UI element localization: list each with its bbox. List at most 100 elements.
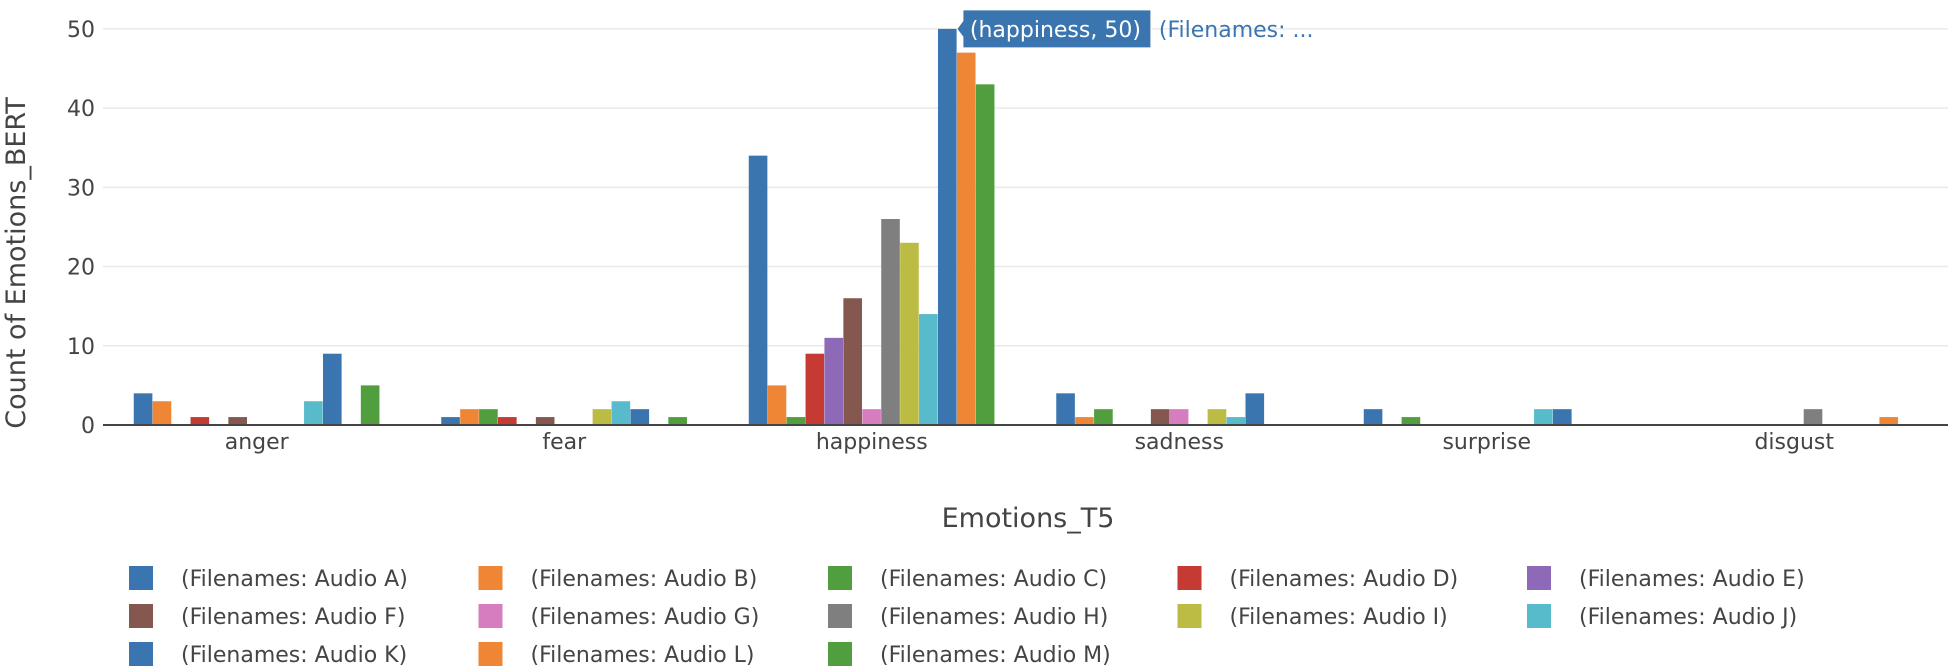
legend-item[interactable]: (Filenames: Audio E): [1527, 566, 1805, 592]
x-tick-label: disgust: [1754, 430, 1834, 455]
bar[interactable]: [630, 409, 650, 425]
bar[interactable]: [881, 219, 900, 425]
bar[interactable]: [1150, 409, 1170, 425]
legend-item[interactable]: (Filenames: Audio K): [129, 642, 407, 668]
legend-label: (Filenames: Audio A): [181, 567, 408, 592]
y-tick-label: 20: [67, 256, 95, 281]
legend-item[interactable]: (Filenames: Audio F): [129, 604, 405, 630]
y-tick-label: 50: [67, 18, 95, 43]
bar[interactable]: [919, 314, 938, 425]
legend-swatch: [129, 604, 153, 628]
y-axis-title: Count of Emotions_BERT: [1, 97, 32, 429]
bar[interactable]: [535, 417, 555, 425]
x-tick-label: anger: [225, 430, 290, 455]
x-axis-ticks: anger fear happiness sadness surprise disgust: [225, 430, 1835, 455]
legend-swatch: [478, 604, 503, 628]
bar[interactable]: [1075, 417, 1094, 425]
bar[interactable]: [611, 401, 631, 425]
bar[interactable]: [1207, 409, 1227, 425]
legend: (Filenames: Audio A) (Filenames: Audio B)…: [129, 566, 1805, 668]
hover-tooltip: (happiness, 50) (Filenames: ...: [956, 9, 1314, 49]
y-tick-label: 10: [67, 335, 95, 360]
legend-item[interactable]: (Filenames: Audio I): [1177, 604, 1448, 630]
bar[interactable]: [479, 409, 498, 425]
x-tick-label: happiness: [816, 430, 928, 455]
bar[interactable]: [975, 84, 995, 425]
x-axis-title: Emotions_T5: [942, 503, 1115, 534]
bar[interactable]: [1401, 417, 1421, 425]
legend-label: (Filenames: Audio I): [1230, 605, 1448, 630]
bar[interactable]: [786, 417, 806, 425]
y-tick-label: 0: [81, 414, 95, 439]
bar[interactable]: [1245, 393, 1265, 425]
bar[interactable]: [441, 417, 460, 425]
bar[interactable]: [748, 155, 768, 425]
legend-label: (Filenames: Audio H): [880, 605, 1108, 630]
bars: [133, 28, 1899, 426]
legend-item[interactable]: (Filenames: Audio H): [828, 604, 1108, 630]
x-tick-label: surprise: [1442, 430, 1531, 455]
legend-swatch: [1177, 604, 1202, 628]
bar[interactable]: [805, 353, 825, 425]
legend-label: (Filenames: Audio B): [531, 567, 758, 592]
legend-swatch: [129, 642, 153, 666]
legend-item[interactable]: (Filenames: Audio A): [129, 566, 408, 592]
bar[interactable]: [1169, 409, 1189, 425]
bar[interactable]: [1226, 417, 1246, 425]
legend-swatch: [1527, 604, 1551, 628]
legend-swatch: [478, 566, 503, 590]
bar[interactable]: [956, 52, 976, 426]
legend-item[interactable]: (Filenames: Audio J): [1527, 604, 1797, 630]
legend-label: (Filenames: Audio C): [880, 567, 1107, 592]
legend-item[interactable]: (Filenames: Audio D): [1177, 566, 1459, 592]
bar[interactable]: [862, 409, 881, 425]
bar[interactable]: [668, 417, 687, 425]
bar[interactable]: [190, 417, 210, 425]
legend-swatch: [828, 604, 852, 628]
bar[interactable]: [360, 385, 380, 425]
bar[interactable]: [460, 409, 479, 425]
tooltip-label: (happiness, 50): [970, 18, 1141, 43]
legend-swatch: [828, 642, 852, 666]
legend-label: (Filenames: Audio M): [880, 643, 1111, 668]
bar[interactable]: [133, 393, 153, 425]
legend-item[interactable]: (Filenames: Audio B): [478, 566, 758, 592]
legend-item[interactable]: (Filenames: Audio C): [828, 566, 1107, 592]
legend-swatch: [1527, 566, 1551, 590]
bar[interactable]: [1879, 417, 1899, 425]
bar[interactable]: [498, 417, 517, 425]
bar[interactable]: [843, 298, 862, 425]
legend-swatch: [478, 642, 503, 666]
bar[interactable]: [304, 401, 323, 425]
legend-swatch: [129, 566, 153, 590]
tooltip-box: [956, 9, 1152, 49]
y-tick-label: 40: [67, 97, 95, 122]
legend-item[interactable]: (Filenames: Audio L): [478, 642, 755, 668]
legend-label: (Filenames: Audio E): [1579, 567, 1805, 592]
x-tick-label: sadness: [1135, 430, 1224, 455]
bar[interactable]: [767, 385, 787, 425]
bar[interactable]: [1803, 409, 1823, 425]
bar[interactable]: [1552, 409, 1572, 425]
bar[interactable]: [1056, 393, 1075, 425]
bar[interactable]: [592, 409, 612, 425]
bar[interactable]: [152, 401, 172, 425]
legend-label: (Filenames: Audio L): [531, 643, 755, 668]
legend-item[interactable]: (Filenames: Audio M): [828, 642, 1111, 668]
bar[interactable]: [1094, 409, 1113, 425]
legend-label: (Filenames: Audio K): [181, 643, 407, 668]
bar[interactable]: [322, 353, 342, 425]
y-tick-label: 30: [67, 176, 95, 201]
legend-item[interactable]: (Filenames: Audio G): [478, 604, 760, 630]
bar[interactable]: [900, 242, 919, 425]
legend-label: (Filenames: Audio J): [1579, 605, 1797, 630]
bar[interactable]: [228, 417, 247, 425]
bar[interactable]: [937, 28, 957, 426]
x-tick-label: fear: [542, 430, 587, 455]
gridlines: [103, 28, 1948, 347]
y-axis-ticks: 0 10 20 30 40 50: [67, 18, 95, 439]
bar[interactable]: [1534, 409, 1553, 425]
bar[interactable]: [824, 337, 844, 425]
bar[interactable]: [1363, 409, 1383, 425]
